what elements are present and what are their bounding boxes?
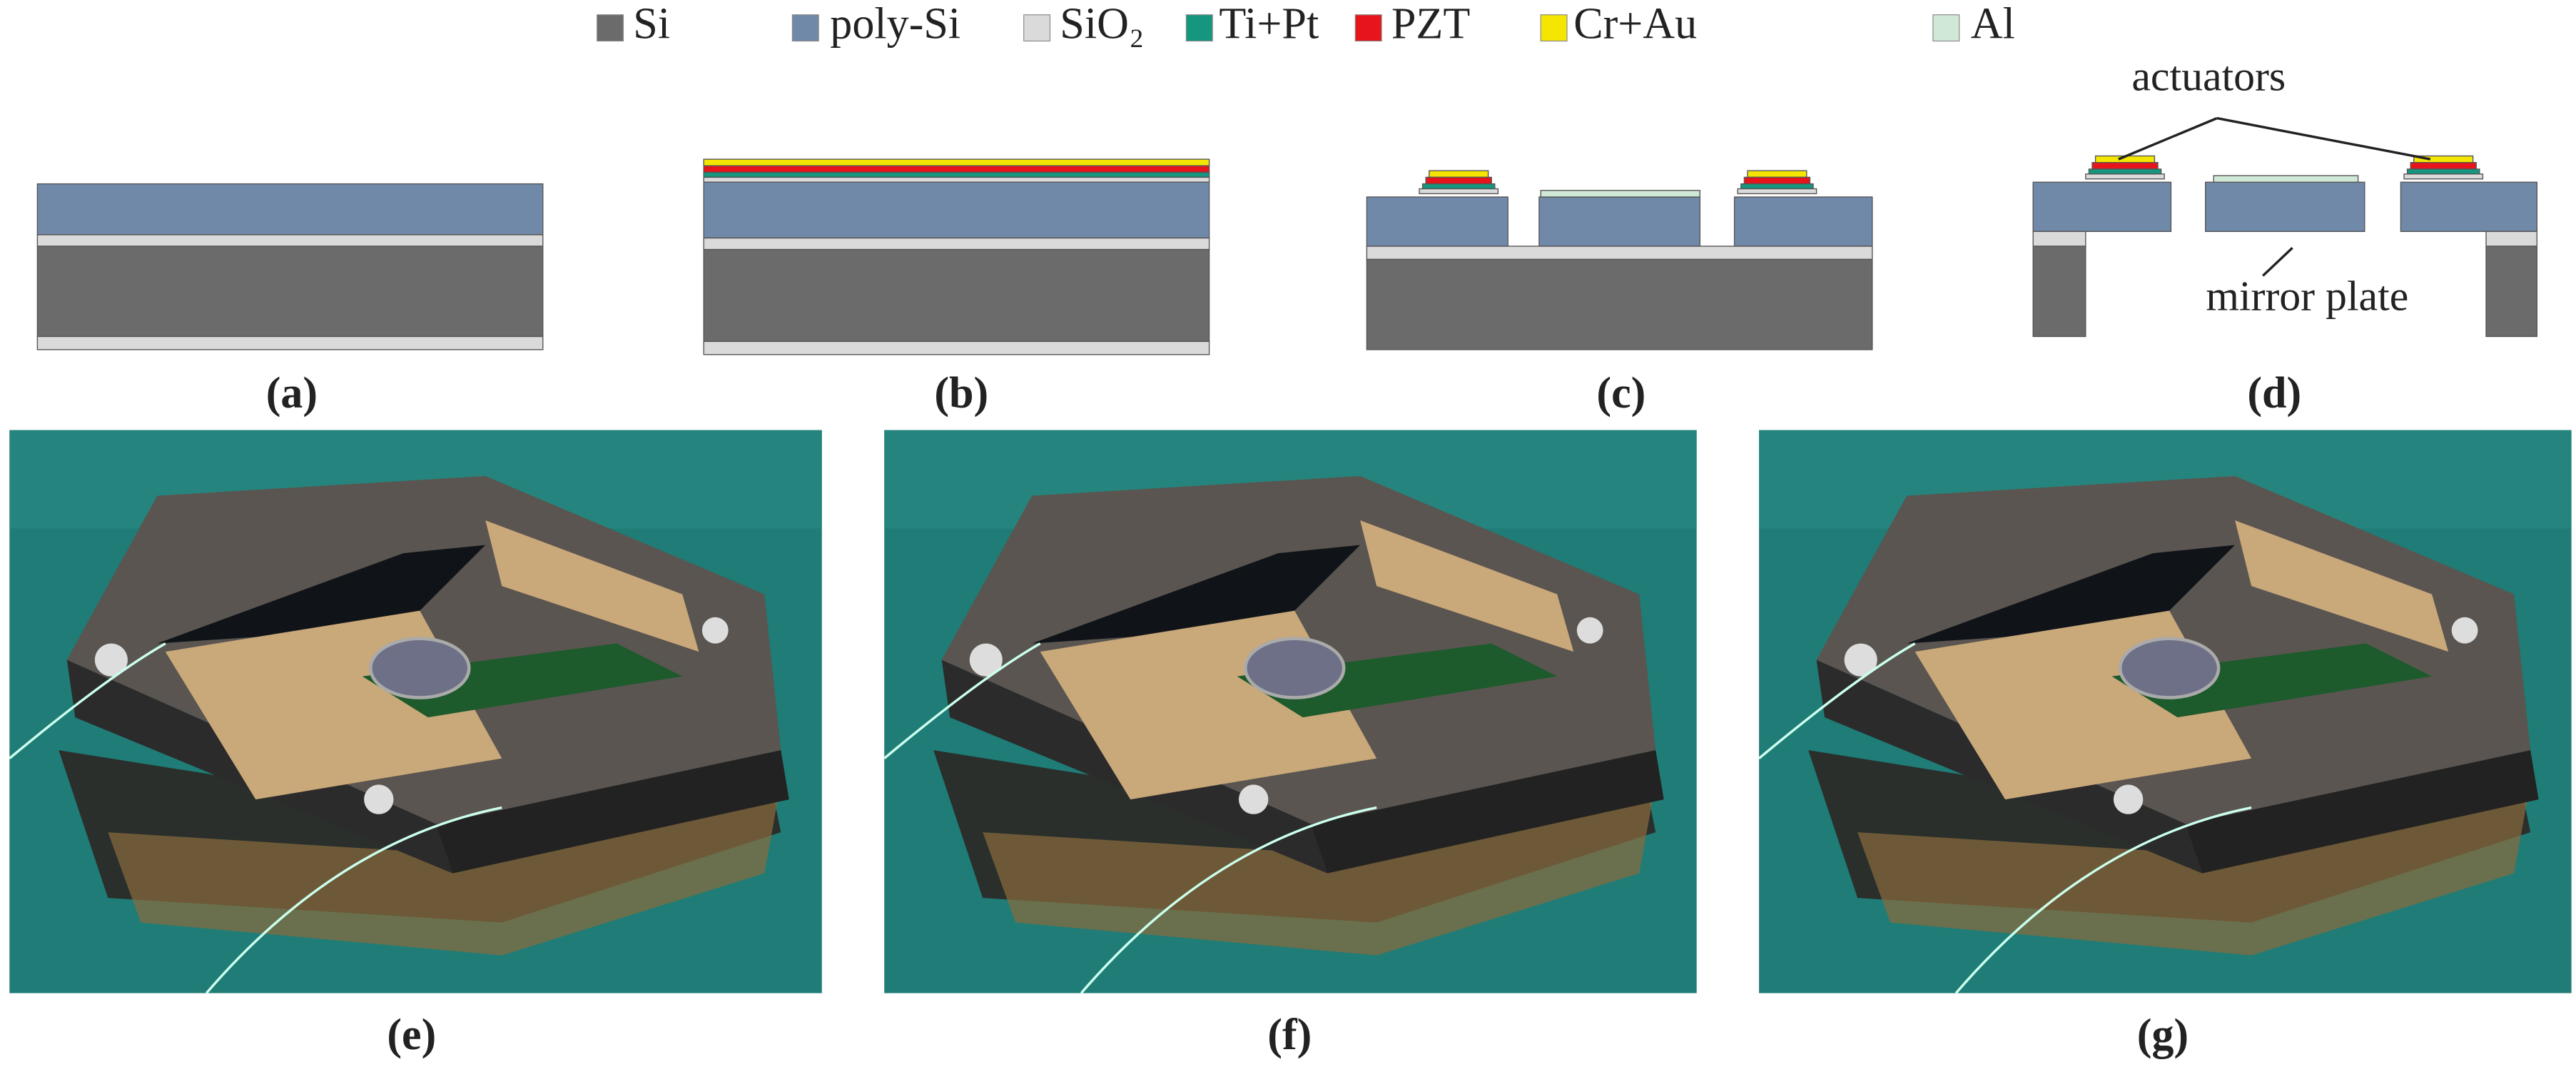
layer [2032, 246, 2086, 338]
layer [1740, 183, 1814, 190]
cross-sections [36, 155, 2537, 355]
layer [1737, 188, 1817, 195]
panel-label: (e) [387, 1011, 436, 1059]
layer [1366, 196, 1508, 247]
layer [2091, 162, 2159, 170]
layer [36, 234, 544, 247]
panel-label: (g) [2137, 1011, 2189, 1059]
panel-label: (c) [1596, 369, 1646, 418]
layer [1540, 190, 1700, 198]
layer [2485, 231, 2537, 247]
photo [9, 430, 822, 993]
layer [1747, 170, 1807, 178]
layer [2403, 173, 2484, 180]
legend-label: Cr+Au [1573, 0, 1697, 48]
panel-label: (a) [266, 369, 318, 418]
layer [703, 340, 1210, 355]
legend-label: Al [1971, 0, 2015, 48]
panel-label: (b) [934, 369, 988, 418]
layer [2400, 181, 2537, 232]
actuator-leaders [2118, 116, 2431, 277]
panel-label: (f) [1267, 1011, 1312, 1059]
legend-swatch [1540, 14, 1568, 42]
legend-swatch [1023, 14, 1051, 42]
legend-label: PZT [1391, 0, 1470, 48]
layer [2213, 175, 2359, 183]
layer [1733, 196, 1873, 247]
layer [36, 335, 544, 350]
leader-line [2216, 116, 2431, 161]
layer [1425, 176, 1492, 185]
photo [884, 430, 1697, 993]
layer [703, 165, 1210, 173]
leader-line [2262, 247, 2293, 277]
layer [36, 183, 544, 236]
layer [2410, 162, 2477, 170]
leader-line [2118, 117, 2218, 161]
layer [1366, 246, 1873, 261]
layer [703, 181, 1210, 239]
layer [1421, 183, 1496, 190]
layer [1538, 196, 1700, 247]
legend-swatch [1932, 14, 1960, 42]
layer [1366, 258, 1873, 350]
layer [2088, 168, 2162, 175]
layer [703, 248, 1210, 343]
legend-label: Si [633, 0, 670, 48]
layer [1429, 170, 1489, 178]
layer [36, 246, 544, 338]
legend-swatch [1354, 14, 1382, 42]
layer [2406, 168, 2480, 175]
legend-swatch [791, 14, 819, 42]
legend-swatch [1185, 14, 1213, 42]
layer [703, 158, 1210, 166]
legend-label: SiO₂ [1060, 0, 1144, 48]
legend-label: Ti+Pt [1219, 0, 1319, 48]
legend: Si poly-Si SiO₂ Ti+Pt PZT Cr+Au Al [597, 0, 2015, 48]
panel-labels: (a) (b) (c) (d) (e) (f) (g) [266, 369, 2302, 1059]
layer [2085, 173, 2165, 180]
annotation: actuators [2131, 52, 2286, 99]
layer [2032, 181, 2172, 232]
layer [2205, 181, 2365, 232]
layer [1419, 188, 1499, 195]
layer [1743, 176, 1811, 185]
layer [703, 171, 1210, 178]
legend-label: poly-Si [830, 0, 960, 48]
layer [703, 237, 1210, 251]
legend-swatch [597, 14, 624, 42]
layer [2485, 246, 2537, 338]
layer [2032, 231, 2086, 247]
photo [1759, 430, 2572, 993]
annotation: mirror plate [2206, 273, 2408, 320]
layer [703, 176, 1210, 183]
panel-label: (d) [2247, 369, 2301, 418]
